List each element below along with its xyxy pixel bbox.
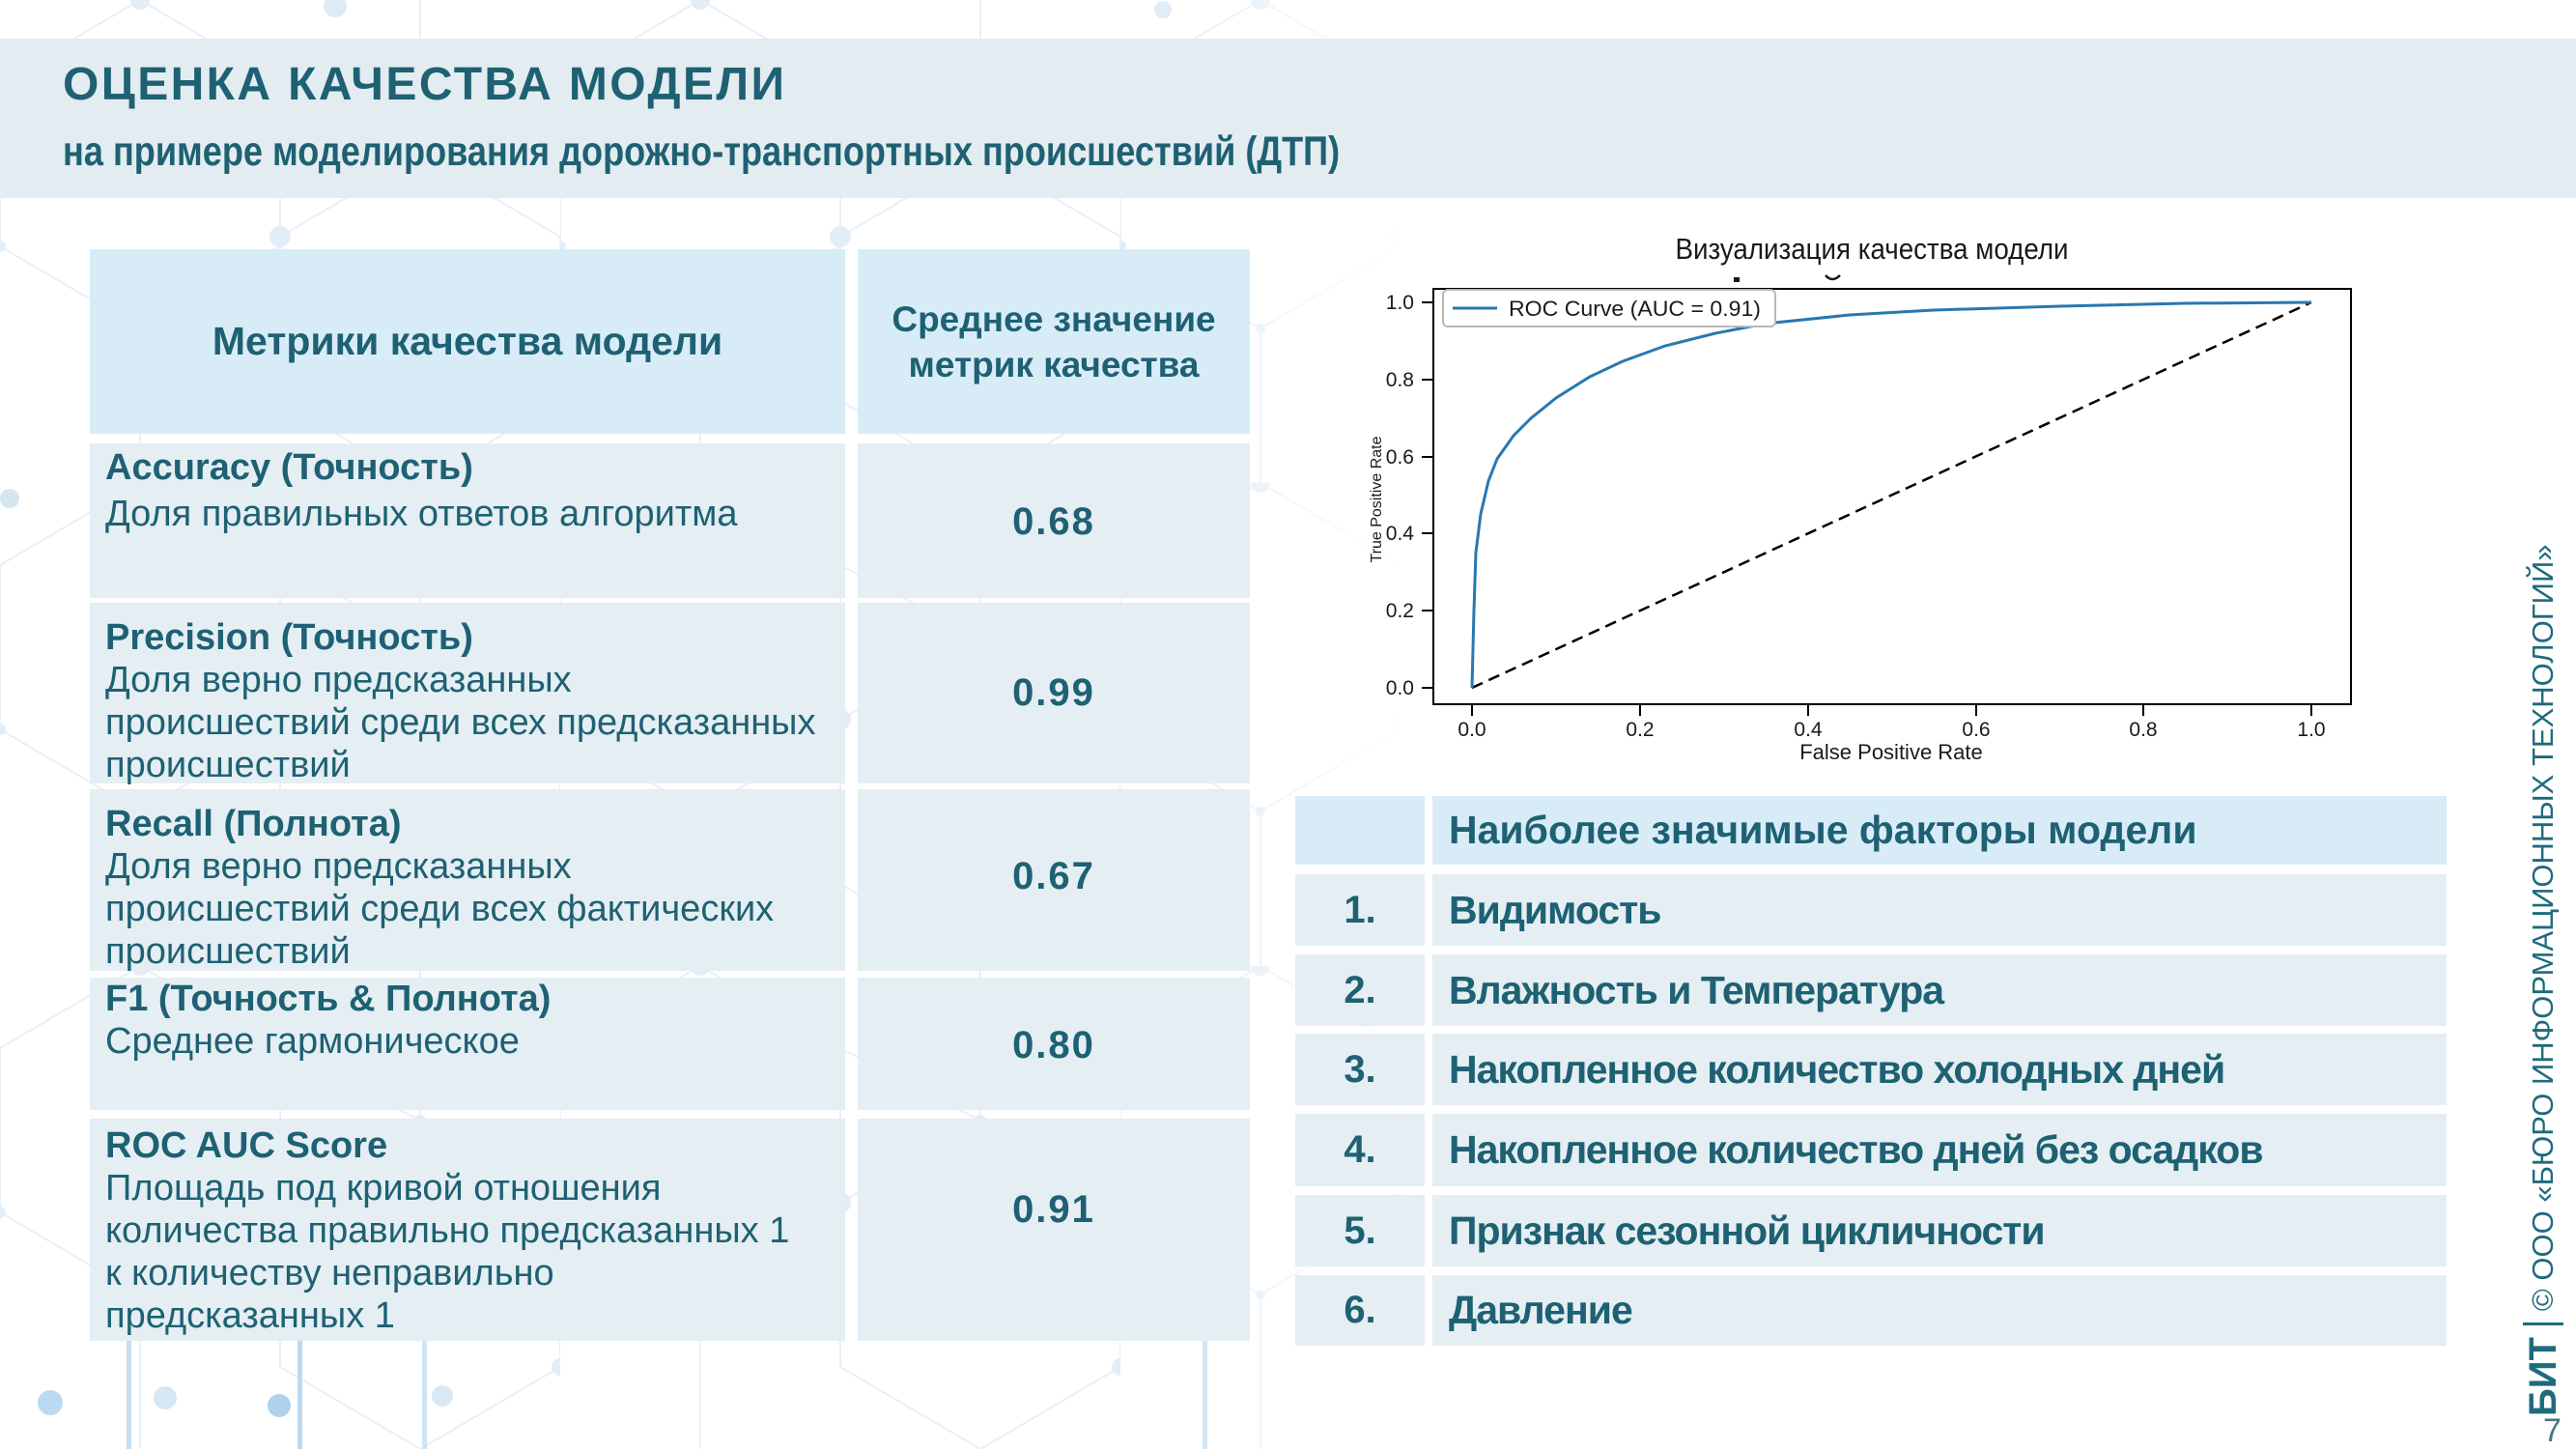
svg-text:0.0: 0.0	[1386, 677, 1414, 699]
svg-text:0.8: 0.8	[1386, 369, 1414, 391]
svg-text:True Positive Rate: True Positive Rate	[1369, 436, 1385, 562]
svg-text:0.2: 0.2	[1626, 719, 1654, 741]
svg-text:0.2: 0.2	[1386, 600, 1414, 622]
svg-text:0.8: 0.8	[2129, 719, 2157, 741]
svg-text:Визуализация качества модели: Визуализация качества модели	[1676, 232, 2069, 266]
svg-text:0.0: 0.0	[1458, 719, 1486, 741]
svg-text:1.0: 1.0	[2297, 719, 2325, 741]
svg-text:False Positive Rate: False Positive Rate	[1799, 740, 1983, 764]
svg-text:0.4: 0.4	[1794, 719, 1823, 741]
svg-text:0.4: 0.4	[1386, 523, 1415, 545]
svg-text:0.6: 0.6	[1386, 446, 1414, 469]
svg-text:0.6: 0.6	[1962, 719, 1990, 741]
svg-text:1.0: 1.0	[1386, 292, 1414, 314]
svg-text:ROC Curve (AUC = 0.91): ROC Curve (AUC = 0.91)	[1509, 297, 1761, 321]
